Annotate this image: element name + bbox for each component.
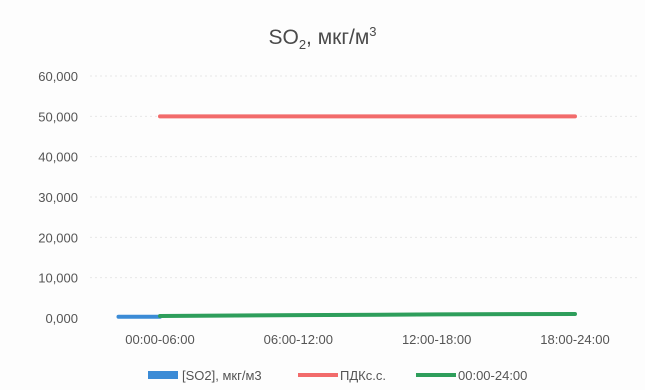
x-tick-label: 12:00-18:00 xyxy=(402,332,471,347)
chart-title: SO2, мкг/м3 xyxy=(0,24,645,52)
y-tick-label: 60,000 xyxy=(38,69,78,84)
title-main: SO xyxy=(268,26,299,49)
y-tick-label: 0,000 xyxy=(45,311,78,326)
title-sub: 2 xyxy=(298,37,307,53)
legend-swatch-0 xyxy=(148,371,178,379)
x-tick-label: 18:00-24:00 xyxy=(540,332,609,347)
series-line-2 xyxy=(158,311,577,318)
y-tick-label: 40,000 xyxy=(38,150,78,165)
legend-label-0: [SO2], мкг/м3 xyxy=(182,368,262,383)
legend-label-2: 00:00-24:00 xyxy=(458,368,527,383)
title-unit: , мкг/м xyxy=(306,26,370,49)
x-tick-label: 06:00-12:00 xyxy=(264,332,333,347)
title-sup: 3 xyxy=(369,24,377,39)
x-tick-label: 00:00-06:00 xyxy=(125,332,194,347)
y-tick-label: 10,000 xyxy=(38,271,78,286)
y-tick-label: 30,000 xyxy=(38,190,78,205)
y-tick-label: 20,000 xyxy=(38,230,78,245)
legend-label-1: ПДКс.с. xyxy=(340,368,386,383)
y-tick-label: 50,000 xyxy=(38,109,78,124)
